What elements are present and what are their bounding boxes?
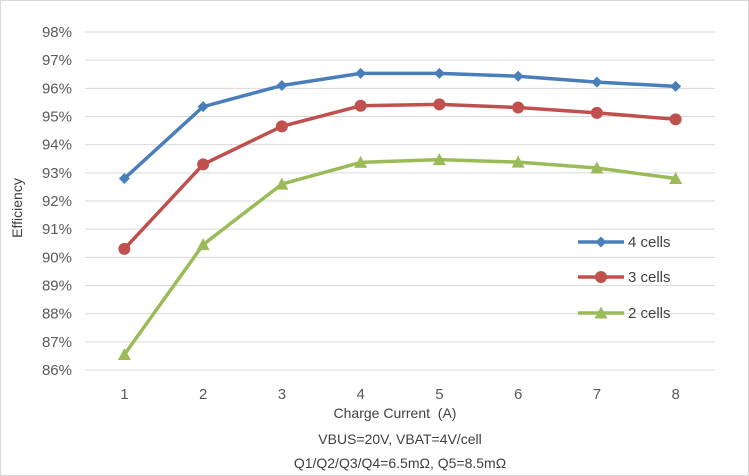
x-tick-label: 6 [514, 386, 522, 403]
x-tick-label: 4 [356, 386, 364, 403]
annotation-line-2: Q1/Q2/Q3/Q4=6.5mΩ, Q5=8.5mΩ [294, 455, 506, 471]
x-tick-label: 2 [199, 386, 207, 403]
data-point [590, 106, 603, 119]
data-point [118, 172, 130, 184]
y-axis-ticks: 86% 87% 88% 89% 90% 91% 92% 93% 94% 95% 96% 97% 98% [42, 24, 72, 379]
x-tick-label: 8 [671, 386, 679, 403]
x-tick-label: 1 [120, 386, 128, 403]
data-point [591, 76, 603, 88]
x-tick-label: 5 [435, 386, 443, 403]
data-point [354, 155, 368, 168]
data-point [432, 153, 446, 166]
legend: 4 cells 3 cells 2 cells [578, 234, 671, 322]
data-point [355, 67, 367, 79]
series-line [123, 71, 676, 180]
data-point [433, 98, 446, 111]
data-point [276, 80, 288, 92]
data-point [196, 238, 210, 251]
data-point [512, 101, 525, 114]
data-point [511, 155, 525, 168]
data-point [275, 120, 288, 133]
legend-entry: 4 cells [578, 234, 671, 251]
data-point [669, 171, 683, 184]
series-line [122, 157, 676, 356]
legend-entry: 2 cells [578, 305, 671, 322]
y-tick-label: 89% [42, 278, 72, 295]
annotation-line-1: VBUS=20V, VBAT=4V/cell [318, 431, 481, 447]
data-point [118, 242, 131, 255]
data-point [670, 80, 682, 92]
y-tick-label: 86% [42, 362, 72, 379]
y-tick-label: 94% [42, 137, 72, 154]
legend-label: 2 cells [628, 305, 671, 322]
data-point [433, 67, 445, 79]
x-tick-label: 3 [278, 386, 286, 403]
y-tick-label: 91% [42, 221, 72, 238]
y-tick-label: 87% [42, 334, 72, 351]
data-point [197, 101, 209, 113]
legend-label: 4 cells [628, 234, 671, 251]
data-point [512, 70, 524, 82]
y-tick-label: 96% [42, 80, 72, 97]
series-group [117, 67, 683, 361]
data-point [197, 158, 210, 171]
data-point [590, 161, 604, 174]
y-tick-label: 97% [42, 52, 72, 69]
y-axis-title: Efficiency [9, 178, 25, 238]
data-point [275, 177, 289, 190]
series-3-cells [118, 98, 682, 255]
legend-entry: 3 cells [578, 269, 671, 286]
y-tick-label: 98% [42, 24, 72, 41]
legend-label: 3 cells [628, 269, 671, 286]
y-tick-label: 92% [42, 193, 72, 210]
x-axis-title: Charge Current (A) [334, 405, 457, 421]
y-tick-label: 93% [42, 165, 72, 182]
x-tick-label: 7 [593, 386, 601, 403]
y-tick-label: 88% [42, 306, 72, 323]
series-2-cells [117, 153, 683, 361]
y-tick-label: 95% [42, 109, 72, 126]
series-line [123, 102, 676, 251]
y-tick-label: 90% [42, 249, 72, 266]
series-4-cells [118, 67, 682, 184]
data-point [354, 99, 367, 112]
data-point [117, 348, 131, 361]
data-point [594, 306, 608, 319]
data-point [595, 271, 607, 283]
x-axis-ticks: 1 2 3 4 5 6 7 8 [120, 386, 680, 403]
data-point [669, 113, 682, 126]
data-point [595, 236, 607, 248]
